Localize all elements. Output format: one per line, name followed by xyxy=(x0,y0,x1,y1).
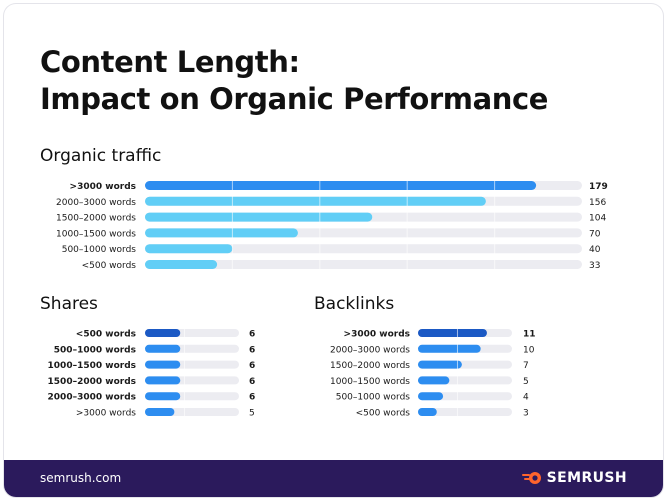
organic-bar xyxy=(145,228,298,238)
organic-value-label: 179 xyxy=(589,182,608,192)
backlinks-category-label: 1500–2000 words xyxy=(330,361,410,371)
shares-category-label: <500 words xyxy=(76,330,136,340)
shares-bar xyxy=(145,376,181,385)
backlinks-value-label: 4 xyxy=(523,393,529,403)
organic-bar xyxy=(145,212,373,222)
shares-value-label: 6 xyxy=(249,361,255,371)
title-line-1: Content Length: xyxy=(40,45,300,79)
logo-text: SEMRUSH xyxy=(546,470,627,486)
backlinks-category-label: 2000–3000 words xyxy=(330,345,410,355)
shares-value-label: 6 xyxy=(249,393,255,403)
backlinks-bar-track xyxy=(418,408,512,416)
backlinks-category-label: >3000 words xyxy=(344,330,410,340)
shares-title: Shares xyxy=(40,294,98,314)
organic-bar xyxy=(145,196,486,206)
organic-value-label: 33 xyxy=(589,261,600,271)
organic-value-label: 104 xyxy=(589,214,606,224)
backlinks-bar xyxy=(418,392,444,401)
organic-category-label: 2000–3000 words xyxy=(56,198,136,208)
organic-value-label: 40 xyxy=(589,245,601,255)
backlinks-category-label: 500–1000 words xyxy=(336,393,411,403)
shares-bar xyxy=(145,360,181,369)
organic-value-label: 70 xyxy=(589,229,601,239)
shares-category-label: 1000–1500 words xyxy=(48,361,136,371)
shares-bar xyxy=(145,392,181,401)
backlinks-value-label: 11 xyxy=(523,330,536,340)
shares-bar xyxy=(145,329,181,337)
shares-category-label: 2000–3000 words xyxy=(48,393,136,403)
organic-bar-track xyxy=(145,260,582,269)
backlinks-bar xyxy=(418,360,462,369)
organic-category-label: <500 words xyxy=(82,261,137,271)
footer-url[interactable]: semrush.com xyxy=(40,471,122,485)
organic-traffic-title: Organic traffic xyxy=(40,146,162,166)
organic-bar xyxy=(145,181,537,190)
footer-bar: semrush.com SEMRUSH xyxy=(4,460,663,497)
shares-value-label: 6 xyxy=(249,345,255,355)
backlinks-value-label: 5 xyxy=(523,377,529,387)
backlinks-bar xyxy=(418,376,450,385)
shares-value-label: 5 xyxy=(249,409,255,419)
organic-category-label: >3000 words xyxy=(70,182,136,192)
organic-bar xyxy=(145,244,233,254)
shares-category-label: >3000 words xyxy=(76,409,136,419)
backlinks-bar xyxy=(418,329,487,337)
backlinks-value-label: 10 xyxy=(523,345,535,355)
organic-category-label: 1000–1500 words xyxy=(56,229,136,239)
infographic-card: Content Length: Impact on Organic Perfor… xyxy=(4,4,663,497)
organic-bar-track xyxy=(145,244,582,254)
bar-charts: >3000 words 179 2000–3000 words 156 1500–200… xyxy=(48,181,608,419)
organic-category-label: 500–1000 words xyxy=(62,245,137,255)
backlinks-category-label: <500 words xyxy=(356,409,411,419)
shares-category-label: 500–1000 words xyxy=(54,345,136,355)
organic-category-label: 1500–2000 words xyxy=(56,214,136,224)
backlinks-title: Backlinks xyxy=(314,294,395,314)
page-title: Content Length: Impact on Organic Perfor… xyxy=(40,44,548,118)
shares-value-label: 6 xyxy=(249,377,255,387)
backlinks-bar xyxy=(418,408,437,416)
semrush-logo[interactable]: SEMRUSH xyxy=(521,470,627,486)
shares-bar xyxy=(145,344,181,353)
shares-category-label: 1500–2000 words xyxy=(48,377,136,387)
organic-bar xyxy=(145,260,218,269)
organic-value-label: 156 xyxy=(589,198,606,208)
backlinks-category-label: 1000–1500 words xyxy=(330,377,410,387)
semrush-fireball-icon xyxy=(521,472,541,484)
backlinks-value-label: 3 xyxy=(523,409,529,419)
title-line-2: Impact on Organic Performance xyxy=(40,82,549,116)
shares-value-label: 6 xyxy=(249,330,255,340)
shares-bar xyxy=(145,408,175,416)
backlinks-value-label: 7 xyxy=(523,361,529,371)
backlinks-bar xyxy=(418,344,481,353)
